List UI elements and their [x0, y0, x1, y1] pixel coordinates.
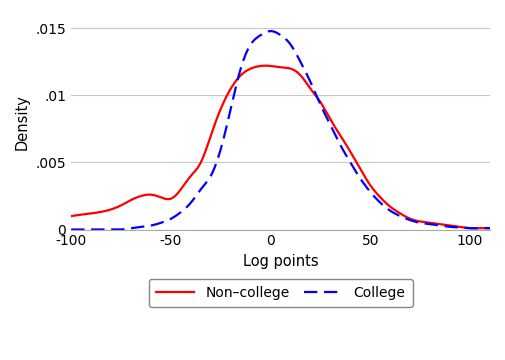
Non–college [335, 131, 341, 135]
College [323, 114, 329, 118]
Non–college [487, 226, 493, 230]
Line: College: College [71, 31, 490, 230]
Non–college [94, 211, 100, 215]
College [487, 226, 493, 230]
College [312, 90, 318, 94]
Non–college [68, 214, 74, 218]
Y-axis label: Density: Density [15, 94, 30, 150]
X-axis label: Log points: Log points [243, 254, 318, 269]
College [335, 139, 341, 144]
Non–college [323, 109, 329, 114]
Line: Non–college: Non–college [71, 66, 490, 228]
Legend: Non–college, College: Non–college, College [148, 279, 413, 307]
College [94, 227, 100, 231]
College [386, 208, 392, 212]
College [68, 228, 74, 232]
Non–college [312, 92, 318, 96]
Non–college [263, 63, 269, 68]
College [268, 29, 274, 33]
Non–college [429, 221, 435, 225]
Non–college [386, 204, 392, 208]
College [429, 222, 435, 226]
Non–college [471, 226, 477, 230]
